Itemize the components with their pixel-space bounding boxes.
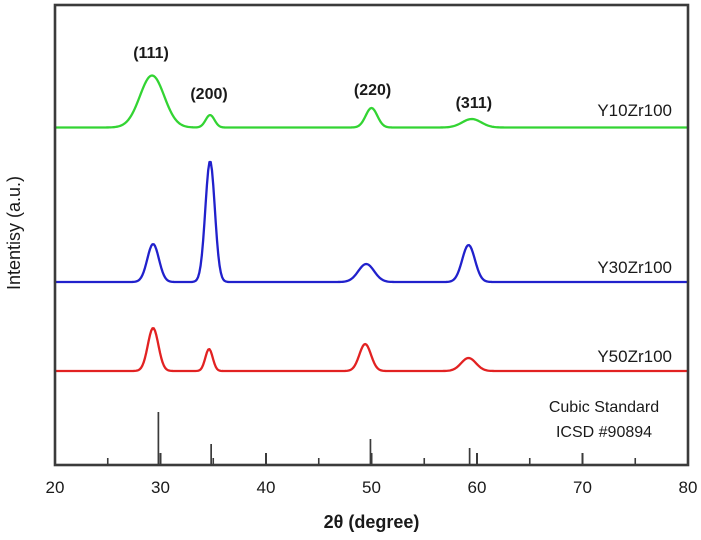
x-tick-label-50: 50	[362, 478, 381, 497]
peak-annotation-220: (220)	[354, 82, 391, 99]
x-tick-label-80: 80	[679, 478, 698, 497]
x-tick-label-30: 30	[151, 478, 170, 497]
series-label-y10zr100: Y10Zr100	[597, 101, 672, 120]
x-tick-label-20: 20	[46, 478, 65, 497]
y-axis-title: Intentisy (a.u.)	[4, 176, 24, 290]
curve-y10zr100	[53, 74, 690, 129]
peak-annotation-311: (311)	[456, 95, 492, 112]
series-label-y50zr100: Y50Zr100	[597, 347, 672, 366]
curve-y30zr100	[53, 160, 690, 284]
standard-caption-line1: Cubic Standard	[549, 399, 659, 416]
x-tick-label-70: 70	[573, 478, 592, 497]
standard-caption-line2: ICSD #90894	[556, 424, 652, 441]
x-tick-label-40: 40	[257, 478, 276, 497]
peak-annotation-200: (200)	[190, 86, 227, 103]
x-tick-label-60: 60	[468, 478, 487, 497]
x-axis-title: 2θ (degree)	[324, 512, 420, 532]
plot-border	[53, 3, 690, 467]
peak-annotation-111: (111)	[133, 45, 169, 62]
curve-y50zr100	[53, 327, 690, 373]
series-label-y30zr100: Y30Zr100	[597, 258, 672, 277]
